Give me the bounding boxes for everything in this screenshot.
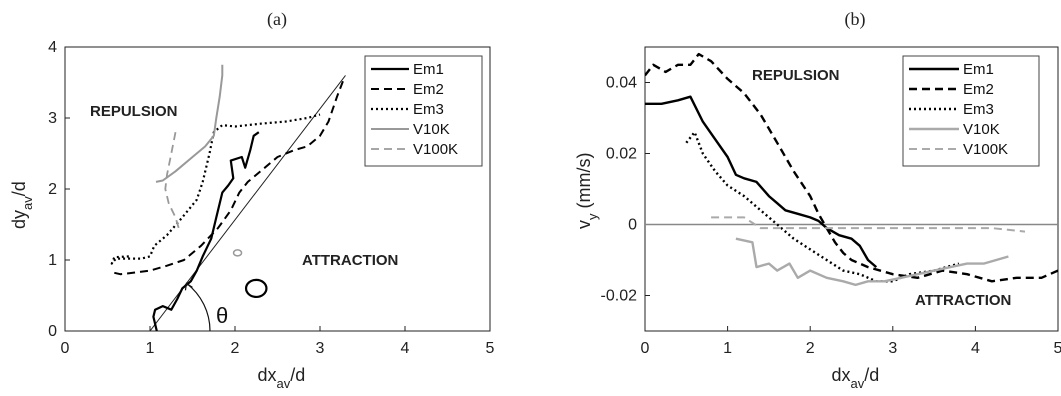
attraction-label: ATTRACTION	[915, 292, 1011, 309]
x-tick-label: 1	[723, 340, 732, 357]
x-tick-label: 0	[641, 340, 650, 357]
repulsion-label: REPULSION	[752, 67, 840, 84]
legend-label-v100k: V100K	[413, 141, 458, 158]
series-line-v100k	[164, 132, 181, 232]
legend-label-em3: Em3	[963, 101, 994, 118]
plot-area	[644, 46, 1059, 332]
y-tick-label: -0.02	[601, 288, 638, 305]
y-tick-label: 0.02	[606, 146, 637, 163]
series-line-v100k	[711, 216, 1026, 233]
x-tick-label: 3	[316, 340, 325, 357]
y-tick-label: 3	[48, 110, 57, 127]
series-line-v10k	[155, 64, 224, 183]
y-tick-label: 1	[48, 252, 57, 269]
y-tick-label: 2	[48, 181, 57, 198]
x-tick-label: 2	[806, 340, 815, 357]
theta-arrowhead	[184, 282, 193, 291]
panel-b-title: (b)	[845, 9, 866, 30]
small-trajectory	[232, 249, 243, 257]
y-axis-label: vy (mm/s)	[574, 153, 600, 229]
plot-marks	[645, 52, 1058, 287]
x-tick-label: 5	[1054, 340, 1061, 357]
panel-b-chart: 0 1 2 3 4 5 -0.02 0 0.02 0.04 dxav/d vy (mm/s) REPUL…	[574, 46, 1061, 391]
x-tick-label: 4	[971, 340, 980, 357]
repulsion-label: REPULSION	[90, 103, 178, 120]
y-tick-label: 0.04	[606, 75, 637, 92]
y-axis-label: dyav/d	[9, 181, 35, 229]
legend-box	[364, 55, 483, 167]
legend-label-v10k: V10K	[963, 121, 1000, 138]
panel-a-title: (a)	[267, 9, 287, 30]
legend-label-em2: Em2	[413, 81, 444, 98]
legend-label-em1: Em1	[413, 61, 444, 78]
x-tick-label: 4	[401, 340, 410, 357]
legend-label-em2: Em2	[963, 81, 994, 98]
legend-label-em1: Em1	[963, 61, 994, 78]
panel-a-chart: 0 1 2 3 4 5 0 1 2 3 4 dxav/d dyav/d θ REPULSION ATTRACT…	[9, 39, 495, 391]
legend-box	[902, 55, 1040, 167]
series-line-v10k	[735, 237, 1009, 287]
x-axis-label: dxav/d	[258, 365, 306, 391]
x-tick-label: 0	[61, 340, 70, 357]
y-tick-label: 0	[48, 323, 57, 340]
ring-trajectory	[244, 278, 268, 299]
x-axis-label: dxav/d	[832, 365, 880, 391]
series-line-em3	[110, 113, 321, 265]
series-line-em1	[645, 95, 878, 269]
series-line-em2	[114, 78, 345, 276]
x-tick-label: 5	[486, 340, 495, 357]
theta-label: θ	[216, 303, 228, 328]
x-tick-label: 2	[231, 340, 240, 357]
plot-marks	[110, 64, 346, 331]
y-tick-label: 0	[628, 217, 637, 234]
x-tick-label: 1	[146, 340, 155, 357]
legend-label-v100k: V100K	[963, 141, 1008, 158]
legend-label-em3: Em3	[413, 101, 444, 118]
series-line-em1	[152, 131, 260, 331]
series-line-em2	[645, 52, 1058, 283]
theta-arc	[186, 282, 211, 332]
y-tick-label: 4	[48, 39, 57, 56]
legend-label-v10k: V10K	[413, 121, 450, 138]
x-tick-label: 3	[888, 340, 897, 357]
attraction-label: ATTRACTION	[302, 252, 398, 269]
